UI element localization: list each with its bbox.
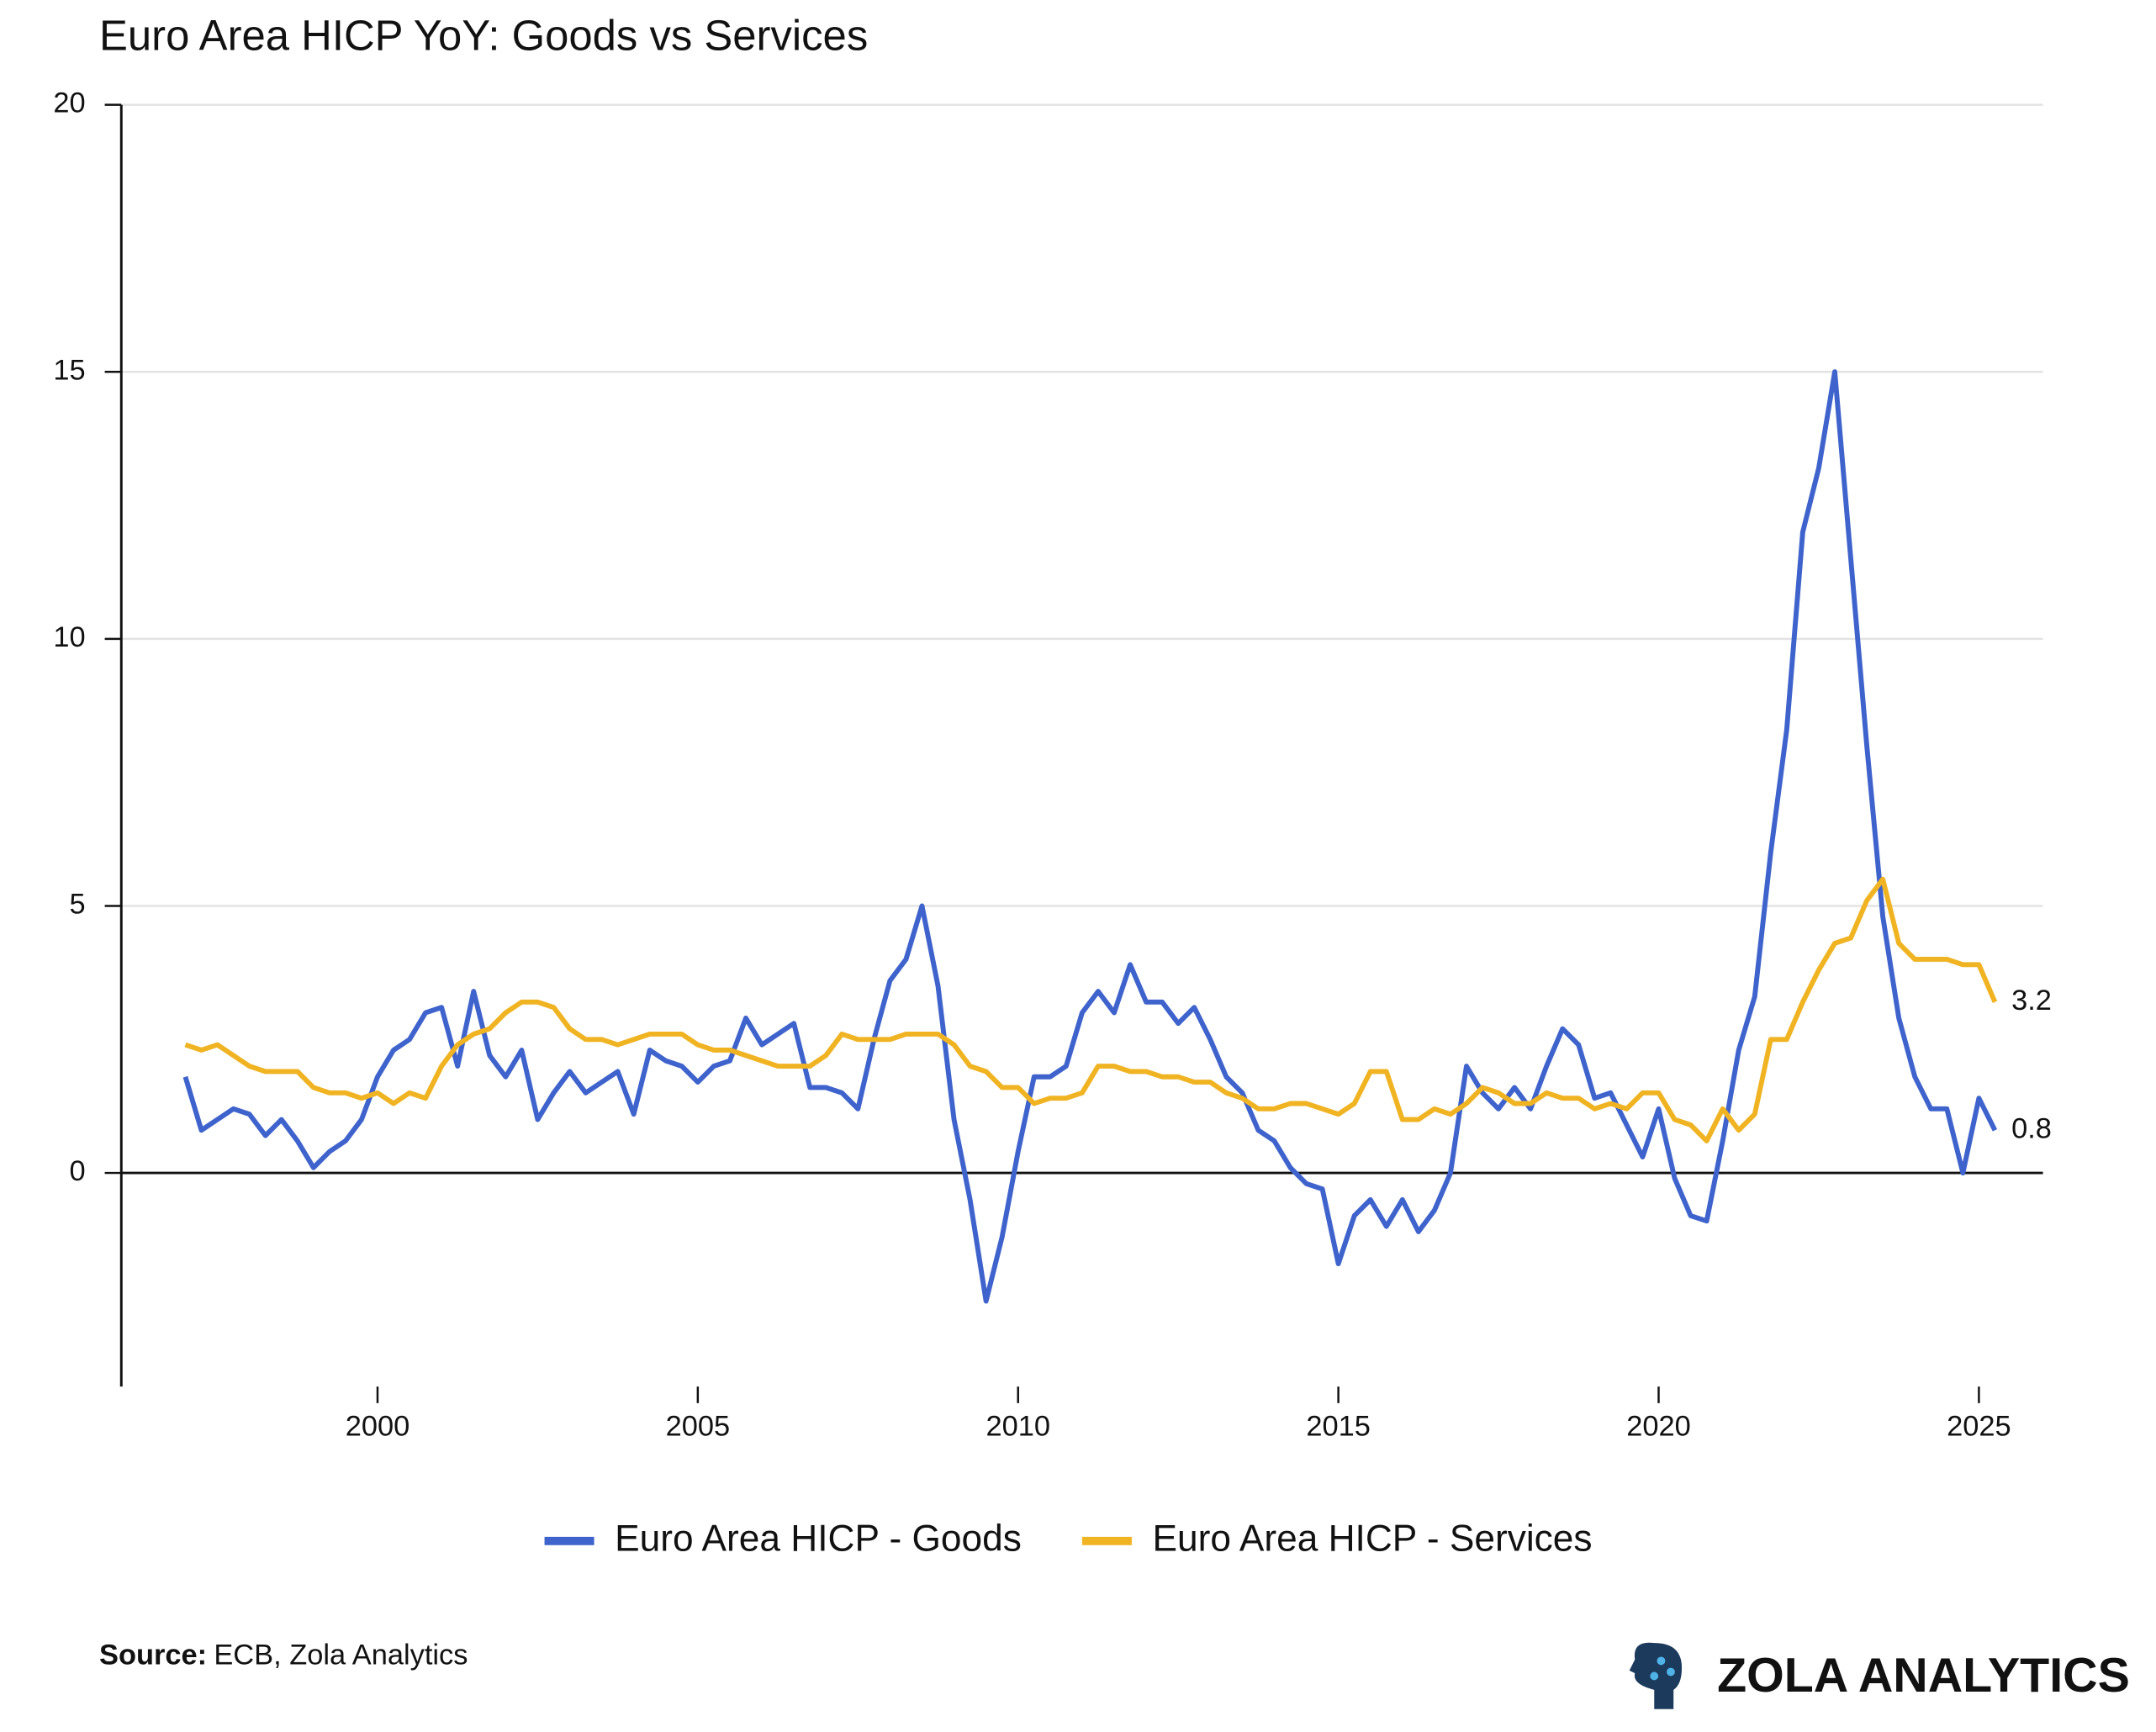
y-tick-label: 15 (53, 354, 85, 386)
y-tick-label: 0 (70, 1155, 86, 1187)
brand: ZOLA ANALYTICS (1717, 1649, 2130, 1703)
x-tick-label: 2005 (666, 1410, 731, 1442)
end-label: 0.8 (2011, 1112, 2052, 1144)
end-label: 3.2 (2011, 985, 2052, 1016)
logo-dot (1657, 1656, 1666, 1666)
series-line (182, 369, 1998, 1304)
legend-label: Euro Area HICP - Goods (615, 1518, 1022, 1559)
chart-title: Euro Area HICP YoY: Goods vs Services (99, 11, 868, 59)
y-tick-label: 20 (53, 87, 85, 119)
legend-label: Euro Area HICP - Services (1153, 1518, 1593, 1559)
brand-logo (1629, 1642, 1683, 1709)
source: Source: ECB, Zola Analytics (99, 1640, 468, 1671)
x-tick-label: 2010 (986, 1410, 1050, 1442)
x-tick-label: 2025 (1947, 1410, 2011, 1442)
y-tick-label: 5 (70, 889, 86, 921)
x-tick-label: 2020 (1626, 1410, 1691, 1442)
source-label: Source: (99, 1640, 207, 1671)
y-tick-label: 10 (53, 621, 85, 653)
x-tick-label: 2015 (1306, 1410, 1371, 1442)
series-line (184, 876, 1998, 1143)
source-text: ECB, Zola Analytics (214, 1640, 468, 1671)
x-tick-label: 2000 (346, 1410, 410, 1442)
logo-dot (1667, 1667, 1675, 1677)
logo-dot (1650, 1671, 1659, 1681)
